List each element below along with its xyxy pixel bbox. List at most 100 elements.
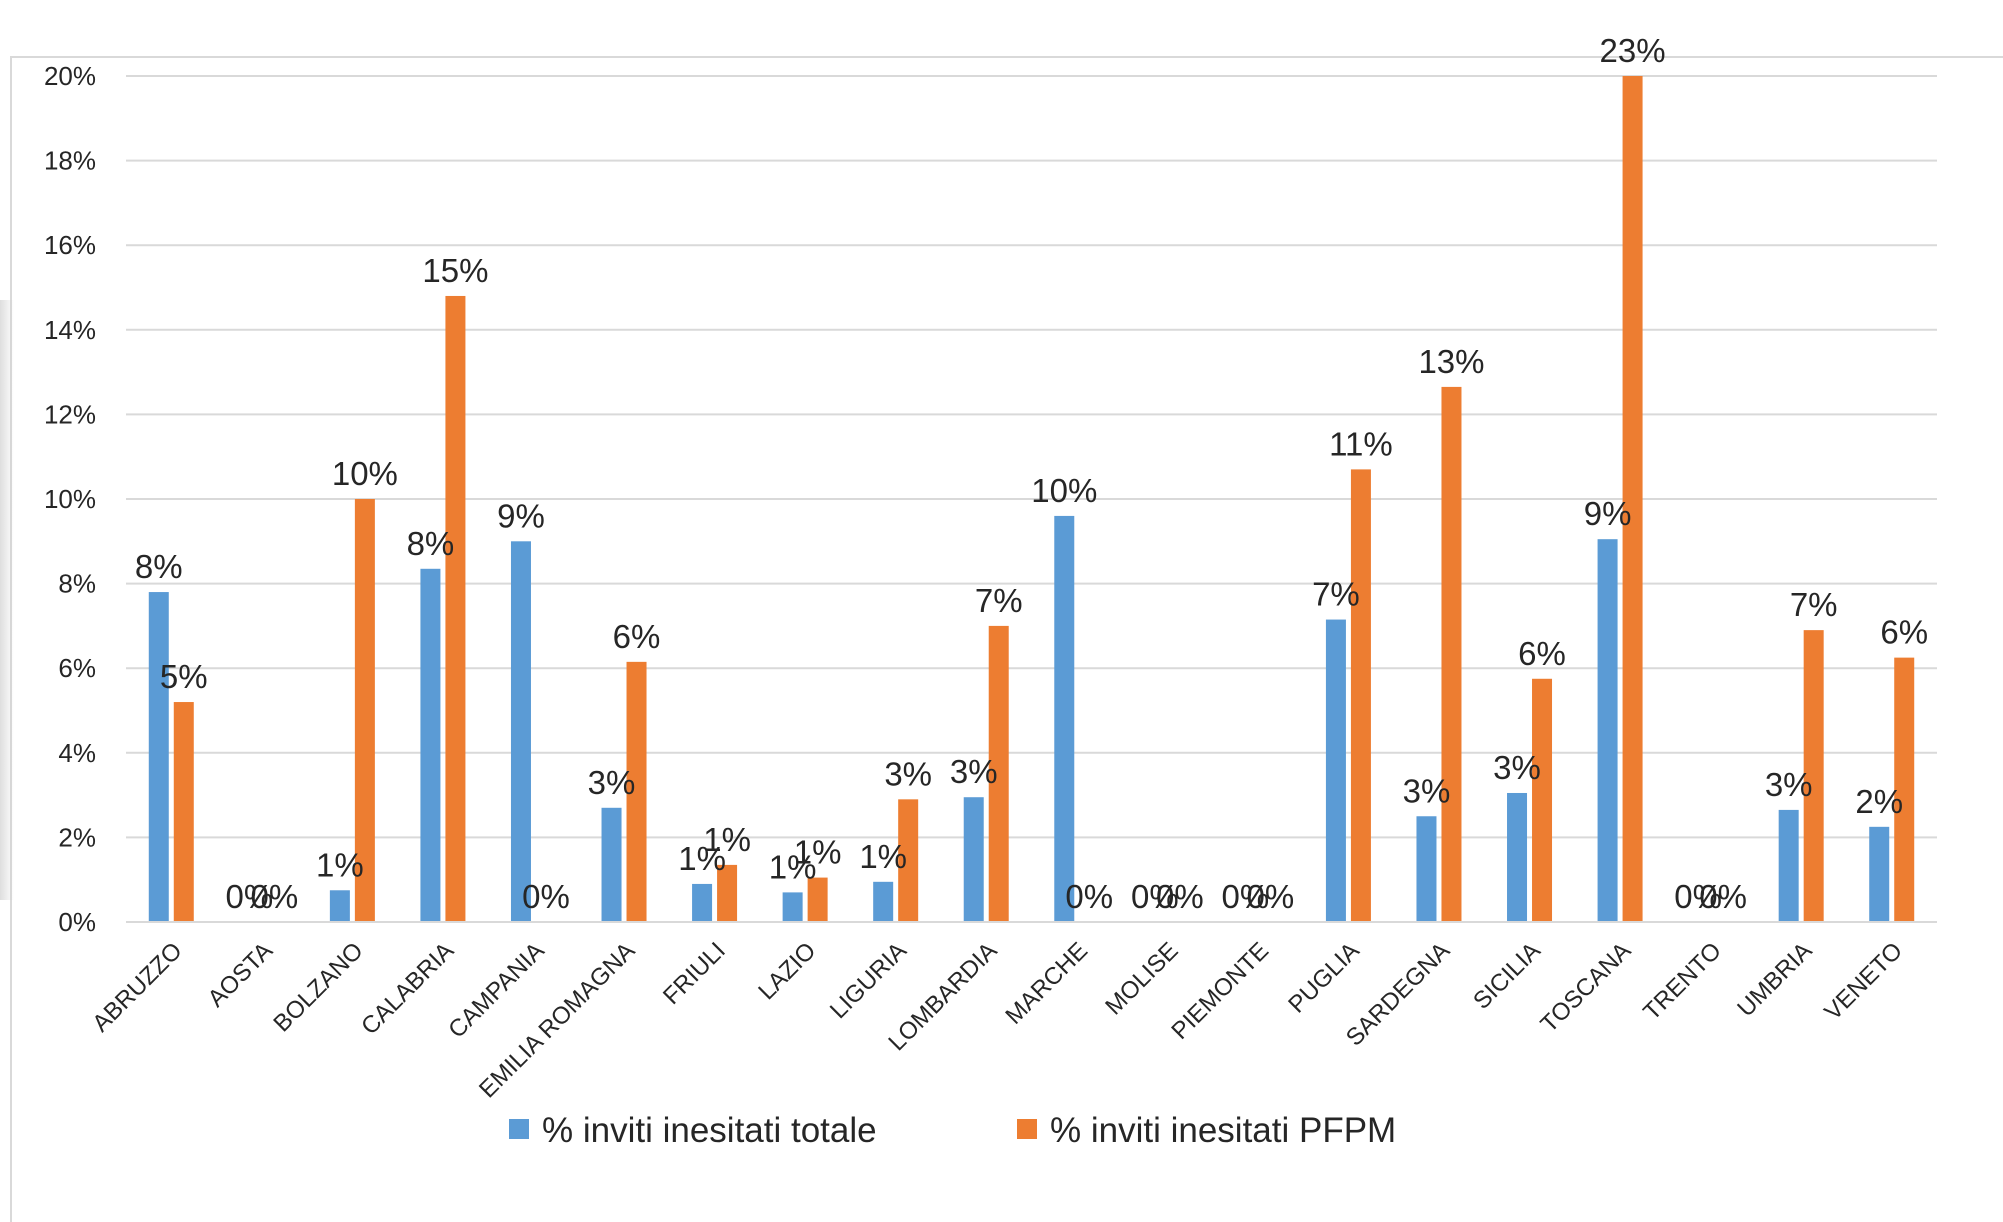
data-labels: 8%5%0%0%1%10%8%15%9%0%3%6%1%1%1%1% 1%3% 3%… (135, 32, 1928, 915)
y-tick-label: 20% (44, 61, 96, 91)
bar-pfpm (626, 661, 647, 922)
legend: % inviti inesitati totale % inviti inesi… (509, 1111, 1396, 1150)
bar-pfpm (1894, 657, 1915, 922)
x-category-label: PIEMONTE (1166, 937, 1274, 1045)
y-axis-ticks: 0% 2% 4% 6% 8% 10% 12% 14% 16% 18% 20% (44, 61, 96, 937)
data-label: 0% (1699, 878, 1747, 915)
data-label: 0% (522, 878, 570, 915)
bar-totale (873, 881, 894, 922)
y-tick-label: 18% (44, 146, 96, 176)
x-category-label: SICILIA (1468, 937, 1546, 1015)
data-label: 1% (769, 848, 817, 885)
bar-totale (1507, 792, 1528, 922)
bar-totale (1778, 809, 1799, 922)
bar-totale (1869, 826, 1890, 922)
y-tick-label: 6% (58, 653, 96, 683)
bar-totale (510, 541, 531, 922)
data-label: 0% (1222, 878, 1270, 915)
x-category-label: ABRUZZO (87, 937, 187, 1037)
y-tick-label: 2% (58, 822, 96, 852)
x-category-label: MOLISE (1100, 937, 1183, 1020)
data-label: 5% (160, 658, 208, 695)
data-label: 0% (1156, 878, 1204, 915)
y-tick-label: 10% (44, 484, 96, 514)
data-label: 1% (678, 840, 726, 877)
bar-pfpm (1803, 630, 1824, 922)
x-category-label: LIGURIA (825, 937, 912, 1024)
data-label: 15% (422, 252, 488, 289)
y-tick-label: 0% (58, 907, 96, 937)
data-label: 3% (1403, 772, 1451, 809)
x-category-label: MARCHE (1000, 937, 1093, 1030)
data-label: 1% (703, 821, 751, 858)
data-label: 1% (794, 834, 842, 871)
bar-pfpm (1441, 386, 1462, 922)
bar-totale (1416, 816, 1437, 922)
data-label: 3% (588, 764, 636, 801)
data-label: 3% (1765, 766, 1813, 803)
bar-totale (1597, 539, 1618, 922)
data-label: 7% (1312, 576, 1360, 613)
bar-totale (148, 592, 169, 922)
bar-pfpm (173, 702, 194, 922)
data-label: 3% (1493, 749, 1541, 786)
bar-totale (963, 797, 984, 922)
data-label: 6% (1518, 635, 1566, 672)
data-label: 8% (135, 548, 183, 585)
legend-swatch-pfpm (1017, 1119, 1037, 1139)
bar-totale (692, 883, 713, 922)
y-tick-label: 4% (58, 738, 96, 768)
data-label: 0% (1131, 878, 1179, 915)
data-label: 10% (332, 455, 398, 492)
data-label: 9% (497, 497, 545, 534)
bar-pfpm (1532, 678, 1553, 922)
x-category-label: AOSTA (203, 937, 278, 1012)
x-category-label: EMILIA ROMAGNA (474, 937, 640, 1103)
x-category-label: BOLZANO (268, 937, 368, 1037)
frame-shadow (0, 300, 14, 900)
bar-totale (601, 807, 622, 922)
y-tick-label: 12% (44, 399, 96, 429)
x-category-label: FRIULI (658, 937, 731, 1010)
y-tick-label: 14% (44, 315, 96, 345)
bar-totale (329, 890, 350, 922)
x-category-label: TRENTO (1638, 937, 1727, 1026)
data-label: 0% (1674, 878, 1722, 915)
bar-pfpm (354, 499, 375, 922)
data-label: 2% (1855, 783, 1903, 820)
data-label: 1% (316, 846, 364, 883)
data-label: 9% (1584, 495, 1632, 532)
bar-totale (1054, 515, 1075, 922)
data-label: 3% (950, 753, 998, 790)
legend-label-pfpm: % inviti inesitati PFPM (1050, 1111, 1396, 1150)
x-axis-categories: ABRUZZO AOSTABOLZANOCALABRIACAMPANIAEMILI… (87, 921, 1937, 1103)
data-label: 0% (1247, 878, 1295, 915)
x-category-label: PUGLIA (1283, 937, 1364, 1018)
data-label: 8% (407, 525, 455, 562)
bar-pfpm (1350, 469, 1371, 922)
x-category-label: UMBRIA (1732, 937, 1817, 1022)
x-category-label: TOSCANA (1535, 937, 1636, 1038)
data-label: 6% (1880, 614, 1928, 651)
data-label: 0% (250, 878, 298, 915)
bar-totale (1325, 619, 1346, 922)
legend-label-totale: % inviti inesitati totale (542, 1111, 877, 1150)
data-label: 3% (884, 755, 932, 792)
data-label: 13% (1418, 343, 1484, 380)
data-label: 23% (1600, 32, 1666, 69)
data-label: 6% (613, 618, 661, 655)
data-label: 11% (1329, 425, 1393, 462)
data-label: 0% (1065, 878, 1113, 915)
data-label: 1% (859, 838, 907, 875)
y-tick-label: 16% (44, 230, 96, 260)
bar-pfpm (988, 625, 1009, 922)
bar-pfpm (898, 799, 919, 922)
data-label: 7% (975, 582, 1023, 619)
bar-pfpm (445, 295, 466, 923)
bar-totale (420, 568, 441, 922)
y-tick-label: 8% (58, 569, 96, 599)
data-label: 0% (225, 878, 273, 915)
bar-pfpm (807, 877, 828, 922)
bar-pfpm (717, 864, 738, 922)
